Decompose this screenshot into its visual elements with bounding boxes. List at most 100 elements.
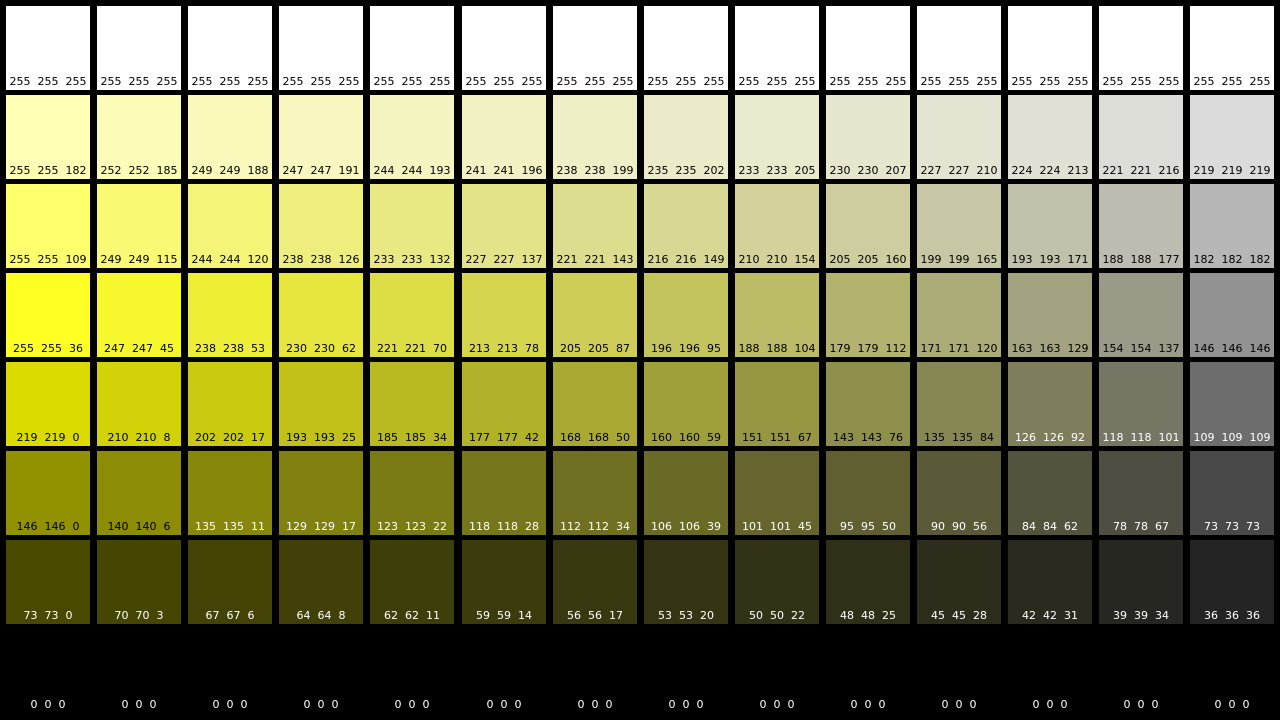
color-swatch: 106 106 39 xyxy=(644,451,728,535)
color-swatch: 146 146 0 xyxy=(6,451,90,535)
color-swatch: 233 233 132 xyxy=(370,184,454,268)
color-swatch: 146 146 146 xyxy=(1190,273,1274,357)
swatch-rgb-label: 227 227 210 xyxy=(920,164,998,177)
color-swatch: 193 193 171 xyxy=(1008,184,1092,268)
color-swatch: 227 227 210 xyxy=(917,95,1001,179)
swatch-rgb-label: 255 255 255 xyxy=(100,75,178,88)
swatch-rgb-label: 185 185 34 xyxy=(377,431,447,444)
swatch-rgb-label: 0 0 0 xyxy=(759,698,795,711)
swatch-rgb-label: 101 101 45 xyxy=(742,520,812,533)
color-swatch: 249 249 115 xyxy=(97,184,181,268)
swatch-rgb-label: 247 247 45 xyxy=(104,342,174,355)
swatch-rgb-label: 171 171 120 xyxy=(920,342,998,355)
swatch-rgb-label: 221 221 216 xyxy=(1102,164,1180,177)
color-swatch: 185 185 34 xyxy=(370,362,454,446)
swatch-rgb-label: 90 90 56 xyxy=(931,520,987,533)
swatch-rgb-label: 219 219 219 xyxy=(1193,164,1271,177)
swatch-rgb-label: 151 151 67 xyxy=(742,431,812,444)
color-swatch: 0 0 0 xyxy=(462,629,546,713)
color-swatch: 151 151 67 xyxy=(735,362,819,446)
swatch-rgb-label: 123 123 22 xyxy=(377,520,447,533)
swatch-rgb-label: 0 0 0 xyxy=(394,698,430,711)
swatch-rgb-label: 112 112 34 xyxy=(560,520,630,533)
color-swatch: 255 255 255 xyxy=(279,6,363,90)
color-swatch: 247 247 191 xyxy=(279,95,363,179)
swatch-rgb-label: 0 0 0 xyxy=(1123,698,1159,711)
swatch-rgb-label: 255 255 255 xyxy=(556,75,634,88)
swatch-rgb-label: 129 129 17 xyxy=(286,520,356,533)
color-swatch: 213 213 78 xyxy=(462,273,546,357)
color-swatch: 233 233 205 xyxy=(735,95,819,179)
swatch-rgb-label: 146 146 146 xyxy=(1193,342,1271,355)
color-swatch: 238 238 126 xyxy=(279,184,363,268)
swatch-rgb-label: 163 163 129 xyxy=(1011,342,1089,355)
swatch-rgb-label: 146 146 0 xyxy=(16,520,80,533)
swatch-rgb-label: 255 255 182 xyxy=(9,164,87,177)
color-swatch: 62 62 11 xyxy=(370,540,454,624)
color-swatch: 255 255 255 xyxy=(917,6,1001,90)
swatch-rgb-label: 233 233 205 xyxy=(738,164,816,177)
color-swatch: 241 241 196 xyxy=(462,95,546,179)
swatch-rgb-label: 241 241 196 xyxy=(465,164,543,177)
swatch-rgb-label: 221 221 143 xyxy=(556,253,634,266)
swatch-rgb-label: 0 0 0 xyxy=(212,698,248,711)
swatch-rgb-label: 67 67 6 xyxy=(205,609,255,622)
color-swatch: 126 126 92 xyxy=(1008,362,1092,446)
color-swatch: 244 244 120 xyxy=(188,184,272,268)
color-swatch: 247 247 45 xyxy=(97,273,181,357)
color-swatch: 78 78 67 xyxy=(1099,451,1183,535)
swatch-rgb-label: 45 45 28 xyxy=(931,609,987,622)
swatch-rgb-label: 64 64 8 xyxy=(296,609,346,622)
color-swatch: 244 244 193 xyxy=(370,95,454,179)
color-swatch: 118 118 101 xyxy=(1099,362,1183,446)
swatch-rgb-label: 219 219 0 xyxy=(16,431,80,444)
color-swatch: 70 70 3 xyxy=(97,540,181,624)
swatch-rgb-label: 106 106 39 xyxy=(651,520,721,533)
swatch-rgb-label: 230 230 62 xyxy=(286,342,356,355)
color-swatch: 255 255 255 xyxy=(97,6,181,90)
color-swatch: 252 252 185 xyxy=(97,95,181,179)
color-swatch: 230 230 62 xyxy=(279,273,363,357)
swatch-rgb-label: 95 95 50 xyxy=(840,520,896,533)
color-swatch: 0 0 0 xyxy=(188,629,272,713)
color-swatch: 90 90 56 xyxy=(917,451,1001,535)
swatch-rgb-label: 247 247 191 xyxy=(282,164,360,177)
swatch-rgb-label: 213 213 78 xyxy=(469,342,539,355)
swatch-rgb-label: 177 177 42 xyxy=(469,431,539,444)
swatch-rgb-label: 249 249 115 xyxy=(100,253,178,266)
color-swatch: 255 255 182 xyxy=(6,95,90,179)
color-swatch: 255 255 255 xyxy=(826,6,910,90)
color-swatch: 171 171 120 xyxy=(917,273,1001,357)
swatch-rgb-label: 193 193 171 xyxy=(1011,253,1089,266)
swatch-rgb-label: 255 255 109 xyxy=(9,253,87,266)
color-swatch: 235 235 202 xyxy=(644,95,728,179)
color-swatch: 0 0 0 xyxy=(1008,629,1092,713)
swatch-rgb-label: 255 255 255 xyxy=(9,75,87,88)
swatch-rgb-label: 255 255 255 xyxy=(1102,75,1180,88)
swatch-rgb-label: 0 0 0 xyxy=(30,698,66,711)
swatch-rgb-label: 0 0 0 xyxy=(577,698,613,711)
swatch-rgb-label: 135 135 84 xyxy=(924,431,994,444)
color-swatch: 0 0 0 xyxy=(735,629,819,713)
swatch-rgb-label: 255 255 255 xyxy=(647,75,725,88)
color-swatch: 0 0 0 xyxy=(1190,629,1274,713)
color-swatch: 205 205 160 xyxy=(826,184,910,268)
swatch-rgb-label: 238 238 53 xyxy=(195,342,265,355)
swatch-rgb-label: 135 135 11 xyxy=(195,520,265,533)
color-swatch: 255 255 255 xyxy=(6,6,90,90)
swatch-rgb-label: 0 0 0 xyxy=(668,698,704,711)
color-swatch: 210 210 8 xyxy=(97,362,181,446)
color-swatch: 0 0 0 xyxy=(644,629,728,713)
color-swatch: 112 112 34 xyxy=(553,451,637,535)
swatch-rgb-label: 255 255 255 xyxy=(738,75,816,88)
swatch-rgb-label: 202 202 17 xyxy=(195,431,265,444)
swatch-rgb-label: 160 160 59 xyxy=(651,431,721,444)
swatch-rgb-label: 73 73 73 xyxy=(1204,520,1260,533)
color-swatch: 179 179 112 xyxy=(826,273,910,357)
color-swatch: 193 193 25 xyxy=(279,362,363,446)
swatch-rgb-label: 39 39 34 xyxy=(1113,609,1169,622)
swatch-rgb-label: 59 59 14 xyxy=(476,609,532,622)
color-swatch: 0 0 0 xyxy=(826,629,910,713)
swatch-rgb-label: 73 73 0 xyxy=(23,609,73,622)
